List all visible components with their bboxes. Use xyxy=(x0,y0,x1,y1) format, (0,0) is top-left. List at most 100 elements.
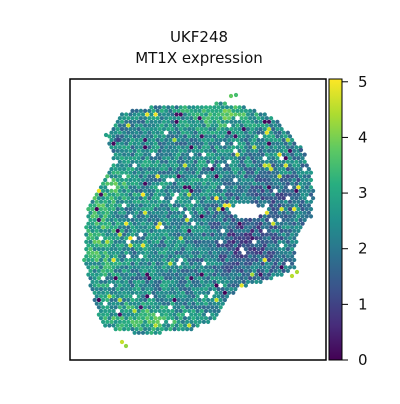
spot-point xyxy=(210,174,214,178)
spot-point xyxy=(135,283,139,287)
spot-point xyxy=(116,287,120,291)
spot-point xyxy=(225,273,229,277)
spot-point xyxy=(168,211,172,215)
spot-point xyxy=(223,203,227,207)
spot-point xyxy=(103,251,107,255)
spot-point xyxy=(177,153,181,157)
spot-point xyxy=(112,302,116,306)
spot-point xyxy=(124,214,128,218)
spot-point xyxy=(259,193,263,197)
spot-point xyxy=(280,265,284,269)
spot-point xyxy=(101,196,105,200)
spot-point xyxy=(221,207,225,211)
spot-point xyxy=(200,251,204,255)
spot-point xyxy=(185,262,189,266)
spot-point xyxy=(273,145,277,149)
spot-point xyxy=(198,313,202,317)
spot-point xyxy=(156,291,160,295)
spot-point xyxy=(217,171,221,175)
spot-point xyxy=(145,273,149,277)
spot-point xyxy=(286,160,290,164)
spot-point xyxy=(256,174,260,178)
spot-point xyxy=(225,294,229,298)
spot-point xyxy=(305,171,309,175)
spot-point xyxy=(124,243,128,247)
spot-point xyxy=(210,254,214,258)
spot-point xyxy=(112,127,116,131)
spot-point xyxy=(147,320,151,324)
spot-point xyxy=(162,258,166,262)
spot-point xyxy=(231,269,235,273)
spot-point xyxy=(210,225,214,229)
spot-point xyxy=(198,174,202,178)
spot-point xyxy=(168,218,172,222)
spot-point xyxy=(172,145,176,149)
spot-point xyxy=(93,269,97,273)
spot-point xyxy=(154,214,158,218)
spot-point xyxy=(177,116,181,120)
spot-point xyxy=(235,225,239,229)
spot-point xyxy=(91,207,95,211)
spot-point xyxy=(168,160,172,164)
spot-point xyxy=(124,171,128,175)
spot-point xyxy=(235,109,239,113)
spot-point xyxy=(290,145,294,149)
spot-point xyxy=(149,258,153,262)
spot-point xyxy=(181,305,185,309)
spot-point xyxy=(116,127,120,131)
spot-point xyxy=(151,313,155,317)
spot-point xyxy=(151,276,155,280)
spot-point xyxy=(133,323,137,327)
spot-point xyxy=(271,134,275,138)
spot-point xyxy=(175,127,179,131)
spot-point xyxy=(114,131,118,135)
spot-point xyxy=(214,102,218,106)
spot-point xyxy=(227,262,231,266)
spot-point xyxy=(259,142,263,146)
spot-point xyxy=(158,105,162,109)
spot-point xyxy=(112,142,116,146)
spot-point xyxy=(246,185,250,189)
spot-point xyxy=(135,123,139,127)
spot-point xyxy=(158,142,162,146)
spot-point xyxy=(162,127,166,131)
spot-point xyxy=(202,182,206,186)
spot-point xyxy=(204,163,208,167)
spot-point xyxy=(208,112,212,116)
spot-point xyxy=(193,313,197,317)
spot-point xyxy=(225,185,229,189)
spot-point xyxy=(179,149,183,153)
spot-point xyxy=(196,323,200,327)
spot-point xyxy=(246,243,250,247)
spot-point xyxy=(250,142,254,146)
spot-point xyxy=(214,313,218,317)
spot-point xyxy=(303,174,307,178)
spot-point xyxy=(242,105,246,109)
spot-point xyxy=(242,142,246,146)
spot-point xyxy=(128,302,132,306)
spot-point xyxy=(280,142,284,146)
spot-point xyxy=(114,240,118,244)
spot-point xyxy=(172,153,176,157)
spot-point xyxy=(130,283,134,287)
spot-point xyxy=(244,283,248,287)
spot-point xyxy=(137,120,141,124)
spot-point xyxy=(95,207,99,211)
spot-point xyxy=(114,247,118,251)
spot-point xyxy=(145,316,149,320)
spot-point xyxy=(214,189,218,193)
spot-point xyxy=(200,149,204,153)
spot-point xyxy=(97,254,101,258)
spot-point xyxy=(122,218,126,222)
spot-point xyxy=(154,222,158,226)
spot-point xyxy=(143,240,147,244)
spot-point xyxy=(128,280,132,284)
spot-point xyxy=(162,214,166,218)
spot-point xyxy=(101,305,105,309)
spot-point xyxy=(208,273,212,277)
spot-point xyxy=(204,171,208,175)
spot-point xyxy=(164,320,168,324)
spot-point xyxy=(263,200,267,204)
spot-point xyxy=(221,171,225,175)
spot-point xyxy=(120,229,124,233)
